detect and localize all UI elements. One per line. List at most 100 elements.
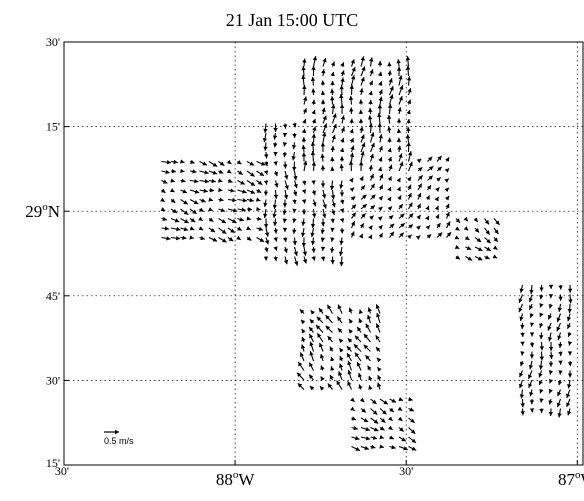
vector-arrow [246,197,254,203]
vector-arrow [339,189,345,197]
vector-arrow [519,360,525,367]
vector-arrow [348,307,353,314]
vector-arrow [529,398,535,405]
vector-arrow [338,363,344,371]
vector-arrow [318,307,324,314]
vector-arrow [180,227,189,232]
vector-arrow [377,112,382,124]
vector-arrow [160,197,166,203]
vector-arrow [484,246,492,252]
vector-arrow [548,294,554,299]
vector-arrow [539,294,544,300]
vector-arrow [308,326,314,333]
vector-arrow [396,137,402,143]
vector-arrow [283,246,288,254]
vector-arrow [376,357,382,363]
vector-arrow [236,160,242,165]
vector-arrow [273,246,278,251]
vector-arrow [367,314,372,324]
grid-lines [64,42,583,465]
vector-arrow [330,88,335,96]
vector-arrow [539,284,544,292]
vector-arrow [339,347,344,353]
vector-arrow [360,76,365,86]
vector-arrow [300,319,306,325]
vector-arrow [417,166,423,172]
vector-arrow [325,325,333,333]
vector-arrow [398,436,407,442]
vector-arrow [315,324,324,333]
vector-arrow [311,65,316,77]
vector-arrow [350,397,355,403]
vector-arrow [301,199,307,204]
vector-arrow [358,118,364,124]
vector-arrow [218,218,227,224]
vector-arrow [227,218,237,224]
vector-arrow [189,169,197,174]
vector-arrow [370,408,378,416]
vector-arrow [301,152,307,162]
vector-arrow [548,284,554,289]
vector-arrow [484,227,491,235]
vector-arrow [302,118,307,124]
vector-arrow [273,161,278,166]
vector-arrow [283,161,288,169]
vector-arrow [292,237,298,246]
vector-arrow [339,156,345,162]
vector-arrow [398,213,405,219]
vector-arrow [492,245,498,251]
vector-arrow [349,187,355,192]
vector-arrow [312,126,317,134]
vector-arrow [310,76,316,86]
vector-arrow [465,245,472,251]
vector-arrow [262,132,268,143]
vector-arrow [426,233,432,239]
vector-arrow [180,208,189,216]
vector-arrow [350,231,355,238]
vector-arrow [444,178,450,183]
vector-arrow [284,170,289,180]
vector-arrow [339,180,344,189]
vector-arrow [567,332,572,337]
vector-arrow [282,227,288,232]
vector-arrow [558,284,563,290]
vector-arrow [273,227,278,234]
vector-arrow [529,351,535,359]
vector-arrow [369,57,374,67]
vector-arrow [327,383,333,390]
vector-arrow [336,316,343,324]
vector-arrow [297,382,305,390]
vector-arrow [170,226,181,232]
vector-arrow [349,107,354,115]
vector-arrow [389,398,397,403]
vector-arrow [330,366,335,371]
vector-arrow [340,77,345,86]
vector-arrow [434,196,440,202]
vector-arrow [379,417,386,424]
vector-arrow [218,197,224,202]
vector-arrow [170,168,177,174]
vector-arrow [310,237,316,246]
vector-arrow [331,113,337,124]
vector-arrow [350,59,355,67]
vector-arrow [339,256,344,267]
vector-arrow [347,381,352,390]
vector-arrow [189,189,200,194]
vector-arrow [398,85,404,96]
vector-arrow [255,197,261,202]
vector-arrow [548,370,554,375]
vector-arrow [528,303,534,310]
vector-arrow [396,177,401,183]
vector-arrow [548,303,553,309]
vector-arrow [311,180,316,185]
vector-arrow [316,316,324,324]
vector-arrow [378,195,384,201]
vector-arrow [370,398,377,405]
vector-arrow [378,89,383,96]
vector-arrow [378,145,383,153]
vector-arrow [387,196,392,202]
vector-arrow [311,189,317,196]
vector-arrow [538,360,544,370]
vector-arrow [349,84,354,96]
vector-arrow [227,197,237,203]
